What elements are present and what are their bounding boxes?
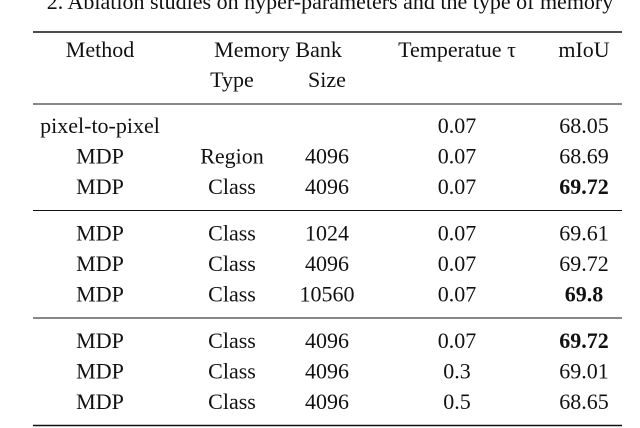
type-cell: Class — [208, 221, 256, 246]
type-cell: Class — [208, 359, 256, 384]
method-cell: MDP — [76, 221, 124, 246]
temperature-cell: 0.07 — [438, 113, 477, 138]
method-cell: MDP — [76, 282, 124, 307]
header-type: Type — [210, 67, 254, 92]
miou-cell: 69.61 — [559, 221, 609, 246]
type-cell: Class — [208, 328, 256, 353]
header-size: Size — [308, 67, 346, 92]
method-cell: pixel-to-pixel — [40, 113, 160, 138]
header-miou: mIoU — [558, 37, 609, 62]
caption: 2. Ablation studies on hyper-parameters … — [47, 0, 614, 14]
size-cell: 4096 — [305, 328, 349, 353]
miou-cell: 68.69 — [559, 144, 609, 169]
type-cell: Region — [200, 144, 264, 169]
header-temperature: Temperatue τ — [398, 37, 516, 62]
size-cell: 4096 — [305, 174, 349, 199]
temperature-cell: 0.07 — [438, 282, 477, 307]
method-cell: MDP — [76, 359, 124, 384]
size-cell: 4096 — [305, 144, 349, 169]
temperature-cell: 0.3 — [443, 359, 471, 384]
temperature-cell: 0.07 — [438, 328, 477, 353]
miou-cell: 69.01 — [559, 359, 609, 384]
method-cell: MDP — [76, 389, 124, 414]
header-method: Method — [66, 37, 134, 62]
temperature-cell: 0.07 — [438, 221, 477, 246]
method-cell: MDP — [76, 328, 124, 353]
size-cell: 4096 — [305, 359, 349, 384]
temperature-cell: 0.07 — [438, 174, 477, 199]
type-cell: Class — [208, 282, 256, 307]
type-cell: Class — [208, 389, 256, 414]
miou-cell: 69.8 — [565, 282, 604, 307]
miou-cell: 69.72 — [559, 174, 609, 199]
miou-cell: 68.65 — [559, 389, 609, 414]
size-cell: 1024 — [305, 221, 349, 246]
size-cell: 10560 — [300, 282, 355, 307]
method-cell: MDP — [76, 144, 124, 169]
size-cell: 4096 — [305, 251, 349, 276]
method-cell: MDP — [76, 174, 124, 199]
method-cell: MDP — [76, 251, 124, 276]
temperature-cell: 0.5 — [443, 389, 471, 414]
type-cell: Class — [208, 251, 256, 276]
miou-cell: 69.72 — [559, 251, 609, 276]
header-memory-bank: Memory Bank — [214, 37, 342, 62]
miou-cell: 68.05 — [559, 113, 609, 138]
type-cell: Class — [208, 174, 256, 199]
temperature-cell: 0.07 — [438, 144, 477, 169]
temperature-cell: 0.07 — [438, 251, 477, 276]
size-cell: 4096 — [305, 389, 349, 414]
miou-cell: 69.72 — [559, 328, 609, 353]
